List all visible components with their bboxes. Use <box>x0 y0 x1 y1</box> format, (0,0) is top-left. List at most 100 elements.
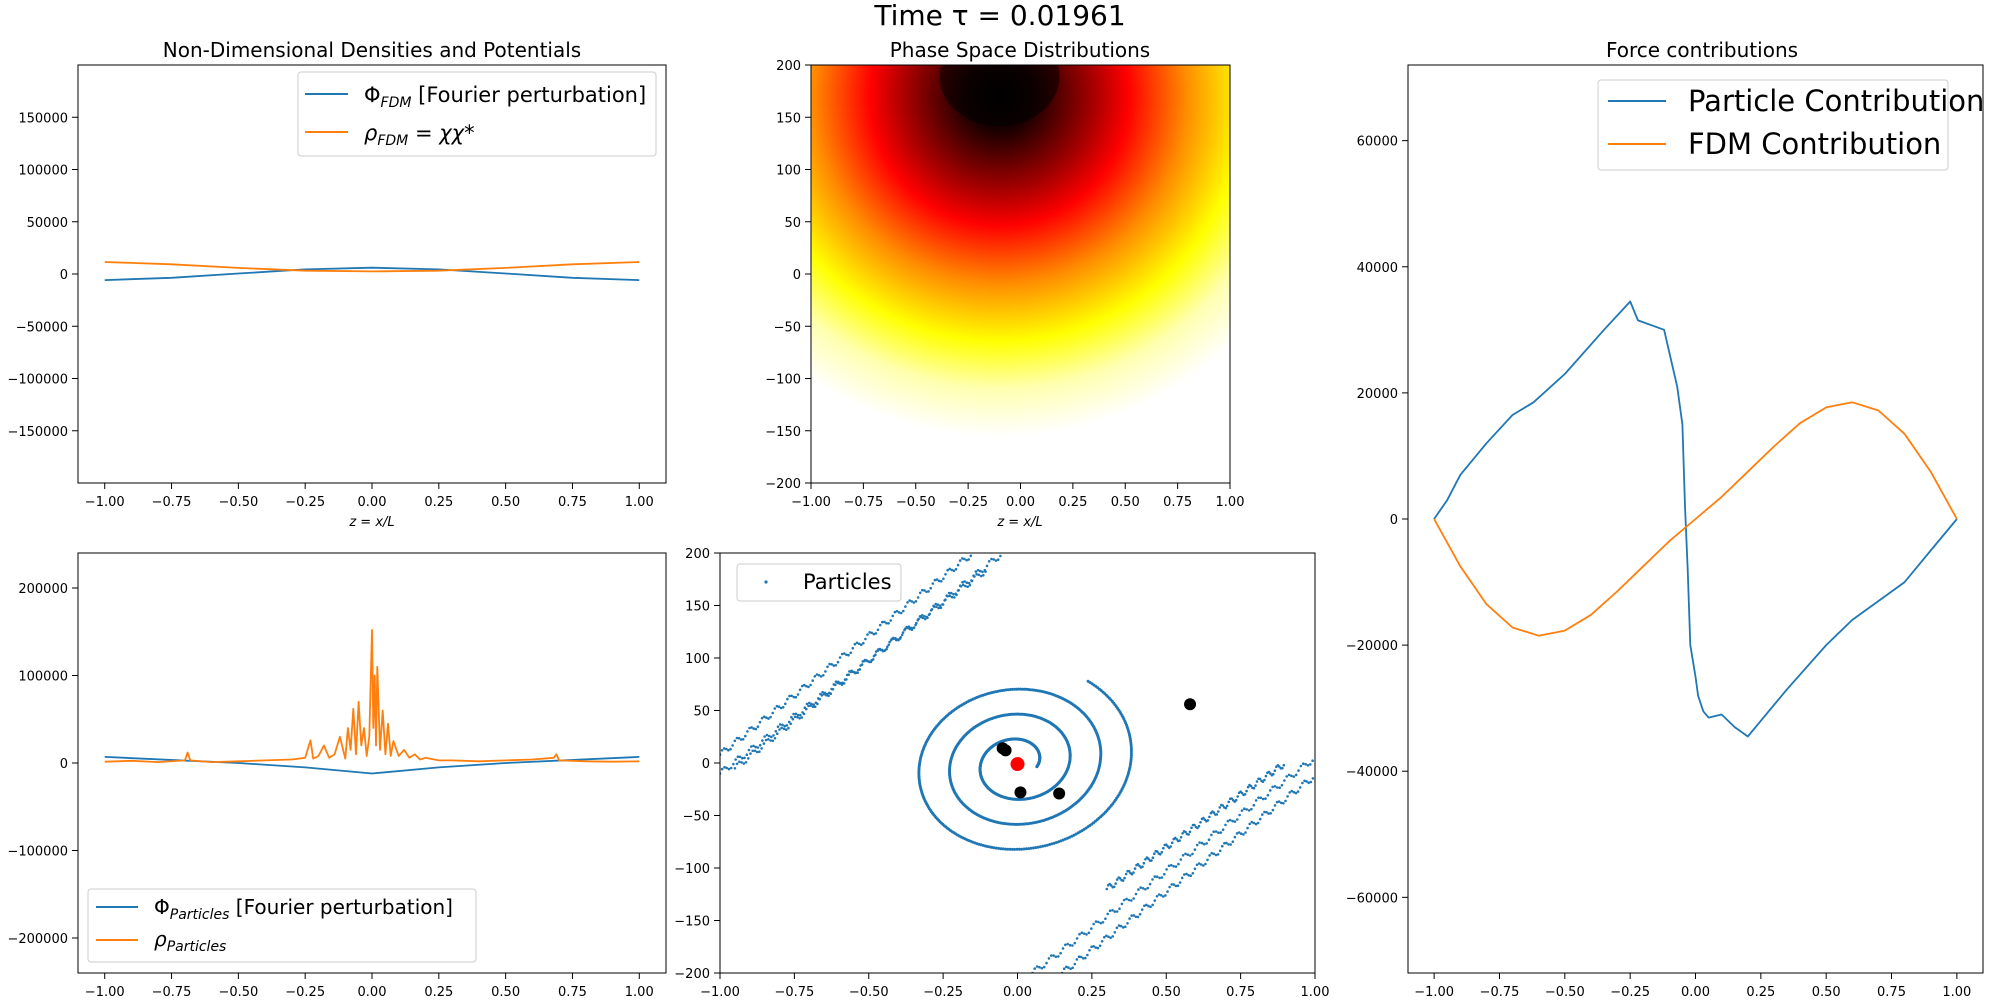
particle-point <box>787 726 790 730</box>
particle-point <box>935 605 938 609</box>
particle-point <box>784 702 787 706</box>
particles-xtick-label: −0.75 <box>774 985 814 1000</box>
forces-xtick-label: 1.00 <box>1942 985 1971 1000</box>
particle-point <box>729 747 732 751</box>
particle-point <box>855 641 859 645</box>
particle-point <box>887 622 890 625</box>
particle-point <box>1090 927 1093 930</box>
particle-point <box>883 620 886 624</box>
particle-point <box>817 674 821 677</box>
particle-point <box>956 589 960 592</box>
particle-point <box>1158 876 1161 880</box>
particle_densities-lines <box>104 629 640 775</box>
particle-point <box>774 730 778 733</box>
forces-xtick-label: −0.75 <box>1480 985 1520 1000</box>
particle-point <box>1264 774 1268 778</box>
particle-point <box>869 660 873 664</box>
particle-point <box>1210 833 1213 837</box>
particle-point <box>910 600 914 603</box>
densities-lines <box>104 261 640 281</box>
particle-point <box>811 705 815 709</box>
particle-point <box>1115 878 1119 881</box>
particle-point <box>899 611 903 615</box>
particle-point <box>1147 904 1150 908</box>
particle-point <box>1081 957 1085 960</box>
particle-point <box>1256 821 1260 825</box>
particle-point <box>1038 965 1041 969</box>
legend-base: Φ <box>364 83 381 107</box>
particle-point <box>1245 808 1248 811</box>
particle-point <box>725 747 728 751</box>
particle-point <box>767 717 770 720</box>
particle-point <box>977 573 981 577</box>
particle-point <box>783 724 786 728</box>
particle-point <box>1123 876 1126 880</box>
densities-axes: −1.00 −0.75 −0.50 −0.25 0.00 0.25 0.50 0.75 1.00… <box>7 64 667 510</box>
particle-point <box>739 738 743 741</box>
particle-point <box>1195 843 1199 847</box>
particle-point <box>1130 899 1133 902</box>
particle-point <box>925 615 929 619</box>
phase-heatmap <box>811 65 1230 483</box>
particle-point <box>1283 779 1286 782</box>
particle-point <box>1112 885 1116 889</box>
particle-point <box>1282 763 1286 767</box>
particle-point <box>1172 865 1175 868</box>
particle-point <box>1216 853 1220 856</box>
particle-point <box>1062 967 1066 970</box>
particle-point <box>775 704 779 708</box>
particle-point <box>1199 863 1203 866</box>
particles-ytick-label: −150 <box>674 915 710 930</box>
forces-xtick-label: −0.25 <box>1610 985 1650 1000</box>
particle-point <box>1071 944 1074 947</box>
particle-marker-black <box>1014 786 1027 799</box>
particle-point <box>1040 966 1044 970</box>
phase-xtick-label: 0.25 <box>1058 495 1087 510</box>
particle-point <box>1224 823 1227 827</box>
particle-point <box>1017 847 1021 851</box>
particle-point <box>808 701 811 705</box>
particle-point <box>1075 958 1079 961</box>
phase-xtick-label: −0.25 <box>948 495 988 510</box>
particle-point <box>921 588 924 592</box>
particle-point <box>1048 843 1052 846</box>
particle-point <box>1252 803 1256 807</box>
particle-point <box>1109 884 1113 887</box>
particle-point <box>1305 780 1308 783</box>
particle-point <box>1119 924 1123 928</box>
particle-point <box>1092 945 1095 948</box>
particle-point <box>1024 847 1028 851</box>
particle-point <box>990 845 994 849</box>
particle-densities-axes: −1.00 −0.75 −0.50 −0.25 0.00 0.25 0.50 0.75 1.00… <box>7 552 667 1000</box>
legend-sub: FDM <box>377 133 408 149</box>
particle-point <box>901 631 905 634</box>
phase-frame <box>810 64 1231 484</box>
particle-point <box>857 642 861 646</box>
particle-point <box>932 604 935 608</box>
particle-marker-black <box>1053 787 1066 800</box>
phase-xtick-label: −1.00 <box>791 495 831 510</box>
particle_densities-xtick-label: 0.50 <box>491 985 520 1000</box>
particle-point <box>1108 909 1112 912</box>
particle-point <box>1080 931 1084 934</box>
particle-point <box>845 653 848 657</box>
particle-point <box>1126 922 1129 925</box>
particle-point <box>836 681 839 685</box>
particle-point <box>945 594 949 597</box>
particle-point <box>1290 774 1293 778</box>
particle-point <box>1078 932 1081 936</box>
particle-point <box>1114 882 1117 885</box>
particle-point <box>1254 822 1258 826</box>
forces-xtick-label: 0.75 <box>1877 985 1906 1000</box>
particle-point <box>961 557 964 560</box>
particle-point <box>1159 853 1162 856</box>
particle-point <box>965 581 969 584</box>
forces-ytick-label: 60000 <box>1357 135 1398 150</box>
particle_densities-ytick-label: 200000 <box>18 582 68 597</box>
particle-point <box>1144 888 1147 891</box>
particles-ytick-label: 100 <box>685 652 710 667</box>
particle-point <box>946 568 949 572</box>
particle-point <box>896 638 900 641</box>
phase-panel: Phase Space Distributions z = x/L −1.00−… <box>765 38 1244 530</box>
particle-point <box>838 656 842 659</box>
